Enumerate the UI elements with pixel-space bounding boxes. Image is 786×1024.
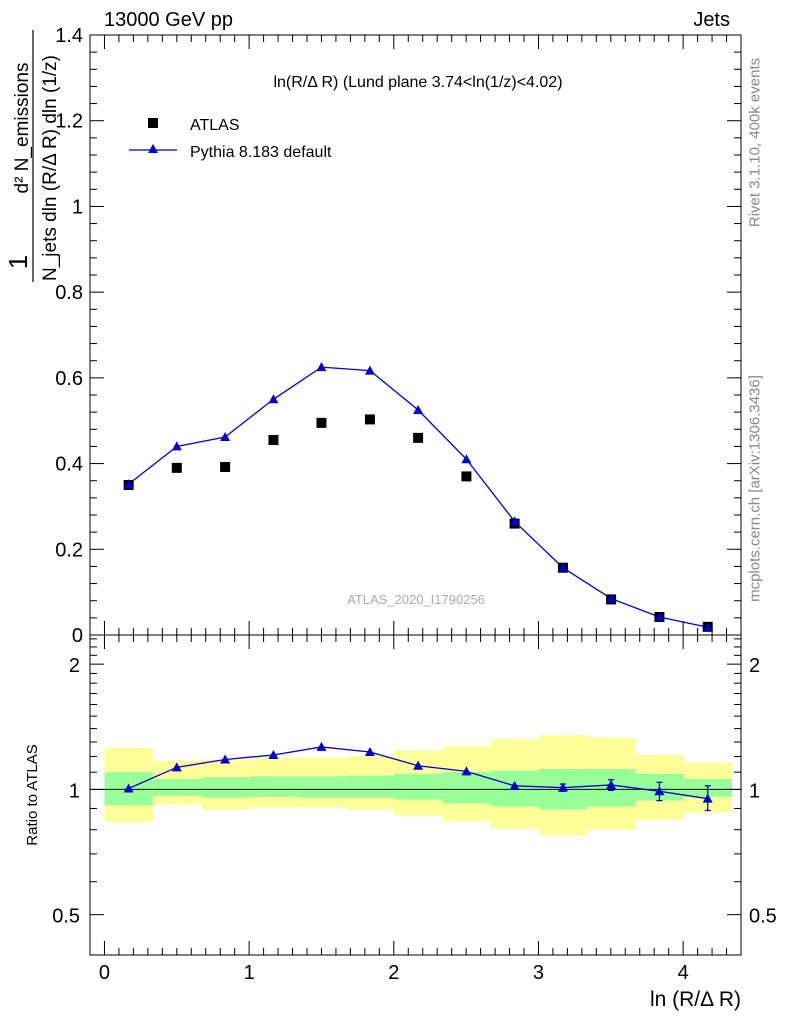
y-axis-label-prefix: 1 — [3, 255, 33, 269]
ratio-panel: 0 1 2 3 4 ln (R/Δ R) 0.5 0.5 1 1 2 2 Ratio to ATLAS — [24, 634, 777, 1011]
ratio-pythia-point — [268, 749, 279, 759]
ratio-y-tick-label-left: 1 — [69, 780, 80, 802]
ratio-pythia-point — [316, 741, 327, 751]
pythia-data-point — [509, 516, 520, 526]
green-uncertainty-band — [200, 777, 250, 798]
ratio-pythia-point — [654, 786, 665, 796]
main-panel: 0 0.2 0.4 0.6 0.8 1 1.2 1.4 1 d² N_emissions N_jet… — [3, 25, 742, 955]
header-left-text: 13000 GeV pp — [104, 9, 233, 31]
ratio-pythia-point — [509, 780, 520, 790]
legend-pythia-label: Pythia 8.183 default — [190, 144, 332, 161]
y-tick-label: 0.8 — [55, 282, 83, 304]
x-tick-label: 0 — [99, 962, 110, 984]
pythia-data-point — [220, 432, 231, 441]
y-axis-label: 1 d² N_emissions N_jets dln (R/Δ R) dln (1… — [3, 30, 61, 282]
analysis-watermark: ATLAS_2020_I1790256 — [347, 592, 485, 607]
y-axis-label-denominator: N_jets dln (R/Δ R) dln (1/z) — [40, 55, 61, 281]
ratio-y-tick-label-left: 2 — [69, 655, 80, 677]
ratio-pythia-point — [461, 766, 472, 776]
pythia-data-point — [364, 365, 375, 375]
ratio-plot-frame — [89, 634, 742, 956]
atlas-data-point — [413, 432, 424, 443]
pythia-data-point — [123, 479, 134, 489]
main-plot-frame — [89, 34, 742, 636]
legend-pythia-marker — [148, 144, 158, 153]
y-tick-label: 0.6 — [55, 368, 83, 390]
y-tick-label: 0.4 — [55, 454, 83, 476]
ratio-pythia-point — [413, 760, 424, 770]
ratio-pythia-point — [557, 782, 568, 792]
atlas-data-point — [461, 471, 472, 482]
pythia-data-point — [654, 612, 665, 621]
y-tick-label: 1.2 — [55, 111, 83, 133]
pythia-data-point — [413, 405, 424, 414]
pythia-data-point — [702, 622, 713, 632]
ratio-y-tick-label-right: 2 — [749, 655, 760, 677]
legend-atlas-marker — [148, 118, 158, 128]
green-uncertainty-band — [345, 775, 395, 798]
x-tick-label: 3 — [533, 962, 544, 984]
pythia-data-point — [316, 362, 327, 372]
ratio-y-tick-label-left: 0.5 — [52, 906, 80, 928]
green-uncertainty-band — [394, 773, 443, 800]
x-tick-label: 4 — [678, 962, 689, 984]
ratio-pythia-point — [606, 779, 617, 789]
atlas-data-point — [364, 414, 375, 425]
ratio-pythia-point — [220, 754, 231, 764]
header-right-text: Jets — [693, 9, 730, 31]
pythia-data-point — [268, 394, 279, 404]
ratio-y-axis-label: Ratio to ATLAS — [24, 744, 41, 845]
y-tick-label: 0 — [72, 625, 83, 647]
ratio-pythia-point — [702, 793, 713, 803]
legend-atlas-label: ATLAS — [190, 117, 240, 134]
green-uncertainty-band — [442, 772, 491, 804]
ratio-y-tick-label-right: 0.5 — [749, 906, 777, 928]
pythia-data-point — [171, 441, 182, 451]
atlas-data-point — [220, 462, 231, 472]
pythia-data-point — [606, 593, 617, 603]
atlas-data-point — [316, 417, 327, 428]
y-axis-label-numerator: d² N_emissions — [12, 63, 33, 194]
ratio-pythia-point — [123, 783, 134, 793]
green-uncertainty-band — [297, 776, 346, 798]
green-uncertainty-band — [152, 778, 201, 796]
atlas-data-point — [268, 435, 279, 445]
ratio-y-tick-label-right: 1 — [749, 780, 760, 802]
y-tick-label: 1 — [72, 196, 83, 218]
ratio-pythia-point — [171, 762, 182, 772]
y-tick-label: 0.2 — [55, 539, 83, 561]
ratio-pythia-point — [364, 746, 375, 756]
pythia-data-point — [557, 562, 568, 572]
atlas-data-point — [171, 462, 182, 473]
pythia-data-point — [461, 454, 472, 464]
green-uncertainty-band — [249, 776, 298, 797]
x-tick-label: 1 — [244, 962, 255, 984]
y-tick-label: 1.4 — [55, 25, 83, 47]
plot-title: ln(R/Δ R) (Lund plane 3.74<ln(1/z)<4.02) — [273, 74, 562, 91]
x-axis-label: ln (R/Δ R) — [650, 988, 741, 1011]
x-tick-label: 2 — [388, 962, 399, 984]
